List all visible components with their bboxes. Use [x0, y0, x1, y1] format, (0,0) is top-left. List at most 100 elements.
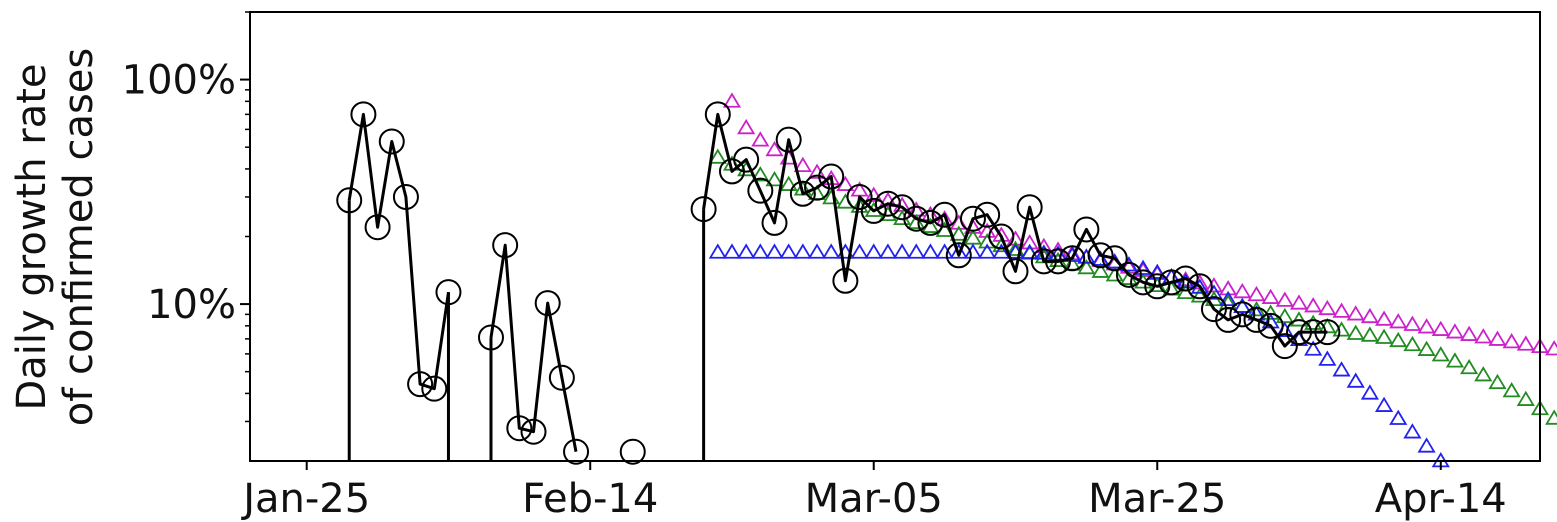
observed-point — [917, 209, 944, 236]
observed-point — [477, 324, 504, 351]
triangle-marker — [1247, 285, 1266, 302]
triangle-marker — [751, 166, 770, 182]
triangle-marker — [949, 225, 968, 241]
observed-point — [818, 163, 845, 190]
observed-line-1 — [489, 243, 578, 452]
triangle-marker — [1332, 361, 1351, 377]
triangle-marker — [1460, 325, 1479, 341]
observed-point — [1271, 333, 1298, 360]
observed-point — [903, 205, 930, 232]
x-tick-label-0: Jan-25 — [240, 476, 370, 522]
triangle-marker — [1445, 323, 1465, 339]
model-series-2 — [708, 243, 1450, 468]
triangle-marker — [1445, 352, 1465, 368]
triangle-marker — [1020, 234, 1039, 250]
observed-point — [1002, 258, 1029, 285]
model-series — [708, 92, 1557, 468]
x-tick-label-3: Mar-25 — [1088, 476, 1226, 522]
observed-point — [874, 190, 901, 217]
triangle-marker — [1346, 324, 1365, 340]
y-axis-title-2: of confirmed cases — [56, 48, 102, 427]
observed-point — [1286, 319, 1313, 346]
triangle-marker — [765, 243, 784, 259]
triangle-marker — [793, 156, 812, 172]
observed-point — [1030, 248, 1057, 275]
observed-point — [619, 438, 646, 465]
triangle-marker — [708, 243, 727, 259]
triangle-marker — [1403, 423, 1422, 439]
observed-point — [1087, 242, 1114, 269]
observed-point — [336, 187, 363, 214]
observed-point — [421, 375, 448, 402]
triangle-marker — [1190, 287, 1209, 303]
triangle-marker — [1417, 340, 1436, 356]
triangle-marker — [1091, 262, 1110, 278]
drop-lines — [347, 200, 706, 461]
triangle-marker — [1360, 326, 1379, 342]
triangle-marker — [1502, 332, 1521, 349]
triangle-marker — [1389, 313, 1408, 329]
observed-point — [832, 267, 859, 294]
x-axis: Jan-25 Feb-14 Mar-05 Mar-25 Apr-14 — [240, 461, 1507, 522]
triangle-marker — [737, 118, 756, 135]
triangle-marker — [1233, 282, 1252, 299]
triangle-marker — [1417, 437, 1436, 453]
triangle-marker — [722, 243, 742, 259]
observed-line-0 — [347, 112, 450, 391]
x-tick-label-1: Feb-14 — [522, 476, 658, 522]
triangle-marker — [1488, 330, 1507, 346]
observed-point — [1045, 248, 1072, 275]
triangle-marker — [850, 243, 869, 259]
triangle-marker — [1431, 346, 1450, 362]
triangle-marker — [1304, 340, 1323, 356]
observed-point — [1115, 261, 1142, 288]
y-axis-title: Daily growth rate — [9, 63, 55, 410]
triangle-marker — [1545, 409, 1557, 425]
triangle-marker — [1360, 307, 1379, 324]
observed-point — [350, 101, 377, 128]
observed-point — [392, 183, 419, 210]
x-tick-label-2: Mar-05 — [805, 476, 943, 522]
y-axis-title-line-1: Daily growth rate — [9, 63, 55, 410]
triangle-marker — [1289, 311, 1309, 327]
observed-point — [704, 101, 731, 128]
triangle-marker — [1332, 302, 1351, 318]
triangle-marker — [878, 243, 897, 259]
triangle-marker — [1474, 328, 1493, 344]
triangle-marker — [1233, 297, 1252, 313]
observed-point — [1300, 319, 1327, 346]
triangle-marker — [1077, 258, 1096, 275]
observed-point — [974, 201, 1001, 228]
triangle-marker — [921, 243, 940, 259]
triangle-marker — [1318, 350, 1337, 366]
model-series-0 — [722, 92, 1557, 356]
observed-point — [1059, 245, 1086, 272]
observed-point — [789, 180, 816, 207]
triangle-marker — [1474, 366, 1493, 382]
triangle-marker — [992, 243, 1011, 259]
triangle-marker — [1403, 315, 1422, 331]
triangle-marker — [1516, 335, 1535, 351]
observed-point — [534, 290, 561, 317]
observed-point — [931, 201, 958, 228]
triangle-marker — [1275, 291, 1294, 307]
triangle-marker — [1091, 250, 1110, 266]
triangle-marker — [722, 92, 742, 108]
observed-point — [1144, 273, 1171, 300]
triangle-marker — [1346, 372, 1365, 388]
triangle-marker — [864, 243, 883, 259]
triangle-marker — [1318, 299, 1337, 316]
observed-point — [1016, 194, 1043, 221]
triangle-marker — [1545, 340, 1557, 356]
observed-point — [1243, 306, 1270, 333]
triangle-marker — [765, 170, 784, 187]
triangle-marker — [1233, 297, 1252, 313]
observed-point — [378, 128, 405, 155]
triangle-marker — [1374, 328, 1394, 344]
triangle-marker — [1389, 331, 1408, 348]
triangle-marker — [1190, 278, 1209, 294]
triangle-marker — [1516, 390, 1535, 406]
observed-point — [1158, 269, 1185, 296]
triangle-marker — [1077, 248, 1096, 264]
